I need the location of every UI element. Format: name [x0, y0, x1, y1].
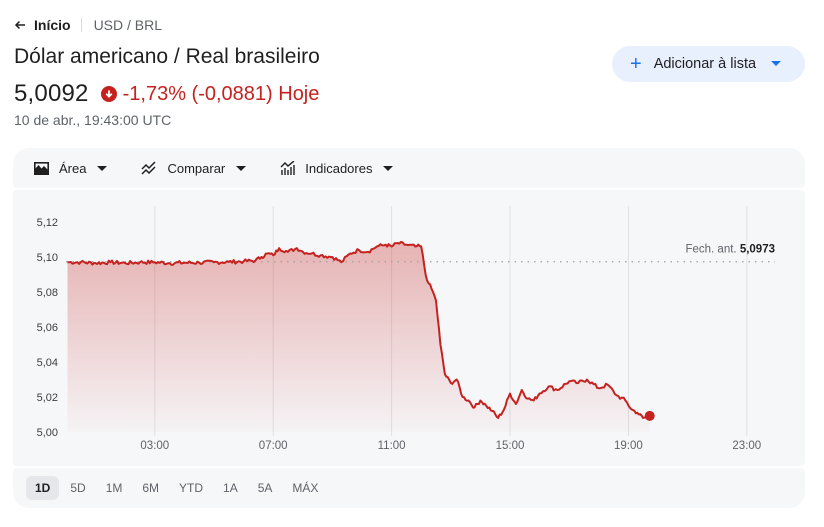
- x-tick-label: 11:00: [378, 440, 406, 452]
- compare-icon: [141, 161, 156, 175]
- caret-down-icon: [236, 165, 247, 171]
- price-line: [67, 240, 650, 419]
- back-link[interactable]: Início: [14, 17, 71, 33]
- back-link-label: Início: [34, 17, 71, 33]
- indicators-icon: [280, 161, 295, 175]
- price-change: -1,73% (-0,0881) Hoje: [100, 82, 320, 106]
- price-change-text: -1,73% (-0,0881) Hoje: [122, 82, 320, 105]
- area-fill: [67, 241, 650, 432]
- x-tick-label: 15:00: [496, 440, 525, 452]
- range-6m[interactable]: 6M: [142, 481, 160, 495]
- y-tick-label: 5,08: [37, 287, 58, 299]
- range-1m[interactable]: 1M: [105, 481, 123, 495]
- range-ytd[interactable]: YTD: [179, 481, 204, 495]
- x-tick-label: 23:00: [732, 440, 761, 452]
- indicators-label: Indicadores: [305, 160, 373, 176]
- y-tick-label: 5,00: [37, 427, 58, 439]
- breadcrumb-divider: [80, 18, 82, 32]
- y-tick-label: 5,06: [37, 322, 58, 334]
- area-chart[interactable]: 5,12 5,10 5,08 5,06 5,04 5,02 5,00 03:00 07:00 1…: [13, 190, 805, 466]
- add-to-list-button[interactable]: + Adicionar à lista: [612, 46, 805, 82]
- add-to-list-label: Adicionar à lista: [653, 56, 757, 72]
- range-5d[interactable]: 5D: [70, 481, 86, 495]
- page-title: Dólar americano / Real brasileiro: [14, 45, 320, 68]
- y-tick-label: 5,12: [37, 217, 58, 229]
- arrow-down-circle-icon: [100, 86, 117, 102]
- price-row: 5,0092 -1,73% (-0,0881) Hoje: [14, 80, 319, 108]
- chart-type-dropdown[interactable]: Área: [34, 160, 108, 176]
- range-1a[interactable]: 1A: [223, 481, 238, 495]
- x-tick-label: 19:00: [614, 440, 643, 452]
- chart-toolbar: Área Comparar Indicadores: [13, 148, 805, 188]
- caret-down-icon: [771, 61, 782, 66]
- x-tick-label: 07:00: [259, 440, 288, 452]
- chart-type-label: Área: [59, 160, 87, 176]
- breadcrumb: Início USD / BRL: [14, 17, 162, 33]
- range-5a[interactable]: 5A: [257, 481, 273, 495]
- area-chart-icon: [34, 161, 49, 175]
- range-1d[interactable]: 1D: [26, 476, 60, 500]
- caret-down-icon: [97, 165, 108, 171]
- plus-icon: +: [630, 53, 642, 75]
- price-chart[interactable]: 5,12 5,10 5,08 5,06 5,04 5,02 5,00 03:00 07:00 1…: [13, 190, 805, 466]
- y-tick-label: 5,10: [37, 252, 58, 264]
- current-price: 5,0092: [14, 80, 89, 107]
- previous-close-label: Fech. ant. 5,0973: [685, 244, 775, 256]
- y-tick-label: 5,02: [37, 392, 58, 404]
- arrow-left-icon: [14, 20, 25, 30]
- compare-label: Comparar: [167, 160, 226, 176]
- caret-down-icon: [383, 165, 394, 171]
- range-máx[interactable]: MÁX: [292, 481, 319, 495]
- range-selector: 1D 5D 1M 6M YTD 1A 5A MÁX: [13, 468, 805, 508]
- y-tick-label: 5,04: [37, 357, 58, 369]
- compare-dropdown[interactable]: Comparar: [141, 160, 247, 176]
- current-price-marker: [644, 410, 655, 421]
- x-tick-label: 03:00: [140, 440, 169, 452]
- quote-timestamp: 10 de abr., 19:43:00 UTC: [14, 112, 172, 128]
- indicators-dropdown[interactable]: Indicadores: [280, 160, 394, 176]
- breadcrumb-current: USD / BRL: [93, 17, 163, 33]
